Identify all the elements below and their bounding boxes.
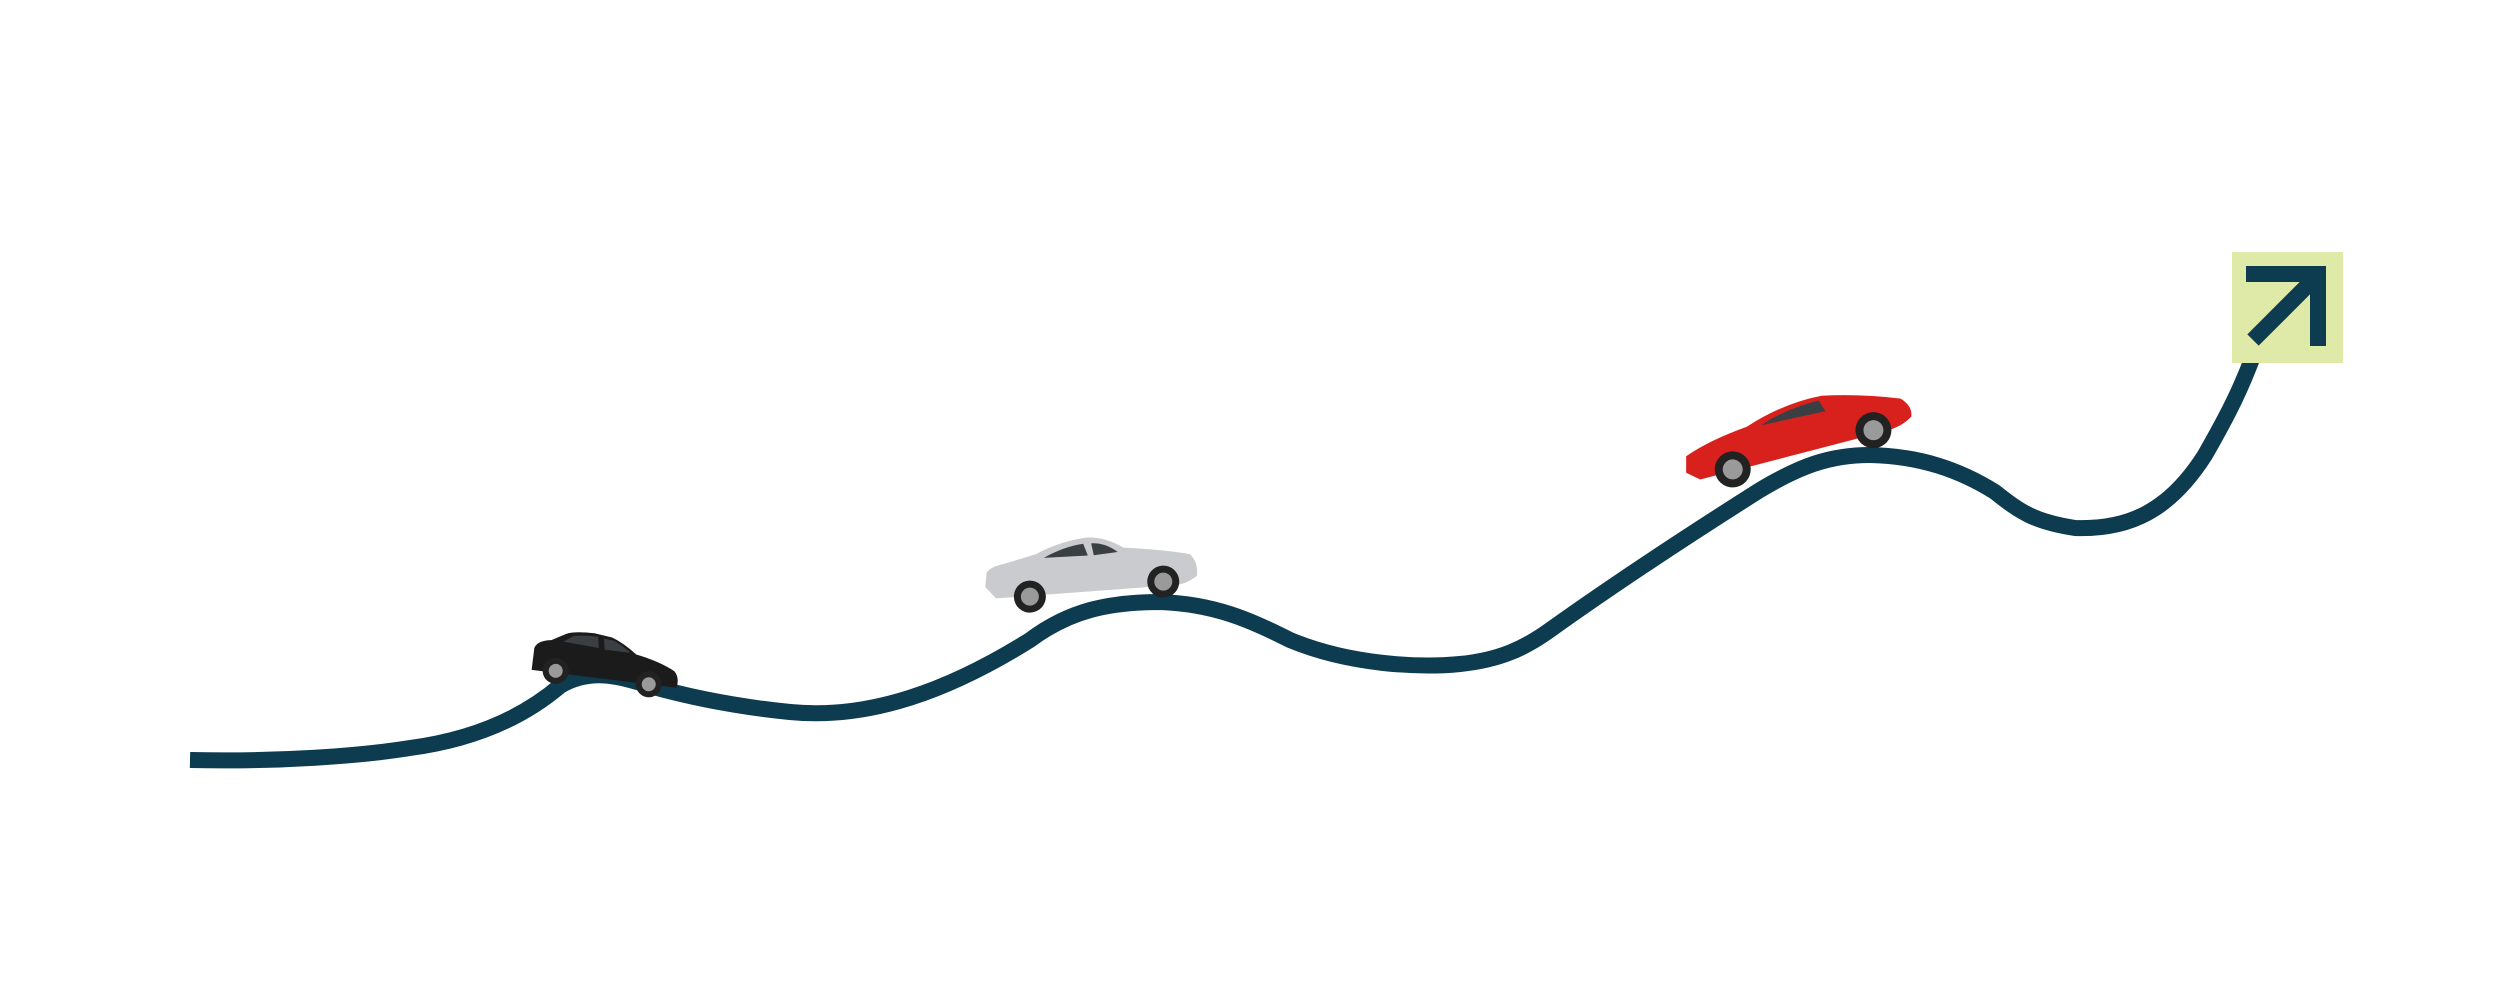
coupe-window (1043, 543, 1088, 558)
hatchback-rear-rim (548, 663, 563, 678)
hatchback-window (563, 635, 599, 648)
growth-badge-arrow (2246, 266, 2326, 346)
hatchback-front-rim (641, 677, 656, 692)
coupe-window-rear (1091, 543, 1118, 556)
hatchback-window-rear (603, 638, 631, 653)
black-hatchback-car (531, 632, 678, 698)
sports-car-rear-rim (1722, 459, 1743, 480)
arrow-up-right-icon (2232, 252, 2343, 363)
sports-car-window (1760, 400, 1826, 426)
road-curve (189, 327, 2270, 769)
red-sports-car (1686, 395, 1912, 488)
coupe-front-rim (1154, 572, 1173, 591)
sports-car-front-rim (1863, 420, 1884, 441)
coupe-rear-rim (1020, 587, 1039, 606)
silver-coupe-car (985, 537, 1198, 613)
